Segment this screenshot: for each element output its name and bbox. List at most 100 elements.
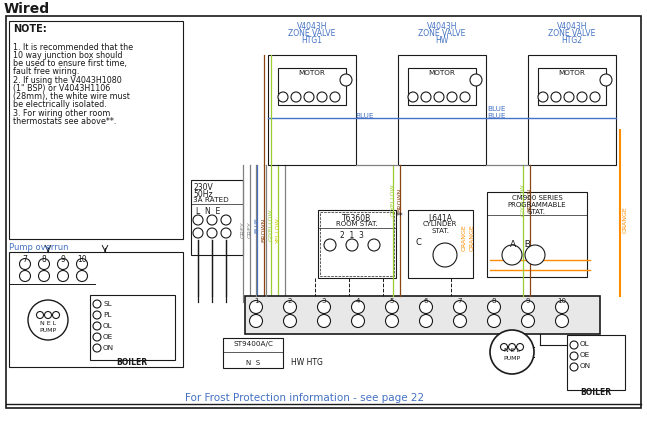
Text: V4043H: V4043H xyxy=(297,22,327,31)
Circle shape xyxy=(538,92,548,102)
Text: (1" BSP) or V4043H1106: (1" BSP) or V4043H1106 xyxy=(13,84,110,93)
Circle shape xyxy=(346,239,358,251)
Circle shape xyxy=(221,228,231,238)
Text: V4043H: V4043H xyxy=(557,22,587,31)
Circle shape xyxy=(525,245,545,265)
Circle shape xyxy=(76,259,87,270)
Text: 1. It is recommended that the: 1. It is recommended that the xyxy=(13,43,133,52)
Circle shape xyxy=(487,300,501,314)
Circle shape xyxy=(570,352,578,360)
Circle shape xyxy=(93,311,101,319)
Circle shape xyxy=(419,314,432,327)
Text: GREY: GREY xyxy=(241,222,245,238)
Text: PL: PL xyxy=(103,312,111,318)
Text: 2. If using the V4043H1080: 2. If using the V4043H1080 xyxy=(13,76,122,85)
Text: G/YELLOW: G/YELLOW xyxy=(269,209,274,241)
Circle shape xyxy=(207,215,217,225)
Text: ORANGE: ORANGE xyxy=(470,225,474,252)
Text: G/YELLOW: G/YELLOW xyxy=(520,184,525,216)
Text: CM900 SERIES: CM900 SERIES xyxy=(512,195,562,201)
Text: 2: 2 xyxy=(288,298,292,304)
Circle shape xyxy=(291,92,301,102)
Text: (28mm), the white wire must: (28mm), the white wire must xyxy=(13,92,130,101)
Circle shape xyxy=(39,259,50,270)
Text: BROWN: BROWN xyxy=(527,188,532,212)
Text: ZONE VALVE: ZONE VALVE xyxy=(548,29,596,38)
Text: BROWN: BROWN xyxy=(261,218,267,242)
Circle shape xyxy=(460,92,470,102)
Bar xyxy=(191,180,243,255)
Circle shape xyxy=(45,311,52,319)
Circle shape xyxy=(351,300,364,314)
Circle shape xyxy=(221,215,231,225)
Circle shape xyxy=(19,271,30,281)
Text: 7: 7 xyxy=(457,298,462,304)
Circle shape xyxy=(324,239,336,251)
Text: ZONE VALVE: ZONE VALVE xyxy=(419,29,466,38)
Text: SL: SL xyxy=(103,301,112,307)
Circle shape xyxy=(351,314,364,327)
Text: ON: ON xyxy=(103,345,114,351)
Text: PROGRAMMABLE: PROGRAMMABLE xyxy=(508,202,566,208)
Circle shape xyxy=(52,311,60,319)
Text: MOTOR: MOTOR xyxy=(428,70,455,76)
Text: OE: OE xyxy=(103,334,113,340)
Bar xyxy=(408,210,473,278)
Text: 3. For wiring other room: 3. For wiring other room xyxy=(13,109,111,118)
Text: Wired: Wired xyxy=(4,2,50,16)
Text: 9: 9 xyxy=(61,255,65,264)
Bar xyxy=(408,68,476,105)
Text: 10: 10 xyxy=(77,255,87,264)
Text: ORANGE: ORANGE xyxy=(622,207,628,233)
Circle shape xyxy=(516,344,523,351)
Text: BLUE: BLUE xyxy=(355,113,373,119)
Text: HTG1: HTG1 xyxy=(302,36,322,45)
Circle shape xyxy=(39,271,50,281)
Circle shape xyxy=(36,311,43,319)
Circle shape xyxy=(470,74,482,86)
Text: ROOM STAT.: ROOM STAT. xyxy=(336,221,378,227)
Circle shape xyxy=(521,314,534,327)
Circle shape xyxy=(570,363,578,371)
Circle shape xyxy=(283,300,296,314)
Bar xyxy=(9,252,183,367)
Circle shape xyxy=(278,92,288,102)
Text: ZONE VALVE: ZONE VALVE xyxy=(289,29,336,38)
Text: 10: 10 xyxy=(558,298,567,304)
Text: HTG2: HTG2 xyxy=(562,36,582,45)
Text: For Frost Protection information - see page 22: For Frost Protection information - see p… xyxy=(185,393,424,403)
Text: OL: OL xyxy=(580,341,589,347)
Text: HW HTG: HW HTG xyxy=(291,358,323,367)
Circle shape xyxy=(250,300,263,314)
Text: 7: 7 xyxy=(23,255,27,264)
Bar xyxy=(398,55,486,165)
Text: L  N  E: L N E xyxy=(196,207,220,216)
Text: C: C xyxy=(415,238,421,247)
Text: 10 way junction box should: 10 way junction box should xyxy=(13,51,122,60)
Circle shape xyxy=(76,271,87,281)
Circle shape xyxy=(577,92,587,102)
Bar xyxy=(223,338,283,368)
Circle shape xyxy=(193,215,203,225)
Circle shape xyxy=(521,300,534,314)
Circle shape xyxy=(454,314,466,327)
Text: YELLOW: YELLOW xyxy=(276,217,281,243)
Text: 230V: 230V xyxy=(193,183,213,192)
Bar xyxy=(268,55,356,165)
Circle shape xyxy=(283,314,296,327)
Text: NOTE:: NOTE: xyxy=(13,24,47,34)
Circle shape xyxy=(93,344,101,352)
Text: L641A: L641A xyxy=(428,214,452,223)
Circle shape xyxy=(93,322,101,330)
Circle shape xyxy=(318,314,331,327)
Circle shape xyxy=(501,344,507,351)
Text: G/YELLOW: G/YELLOW xyxy=(391,184,395,216)
Circle shape xyxy=(250,314,263,327)
Bar xyxy=(318,210,396,278)
Circle shape xyxy=(433,243,457,267)
Text: V4043H: V4043H xyxy=(427,22,457,31)
Text: 8: 8 xyxy=(492,298,496,304)
Text: STAT.: STAT. xyxy=(528,209,546,215)
Text: 3A RATED: 3A RATED xyxy=(193,197,229,203)
Text: ON: ON xyxy=(580,363,591,369)
